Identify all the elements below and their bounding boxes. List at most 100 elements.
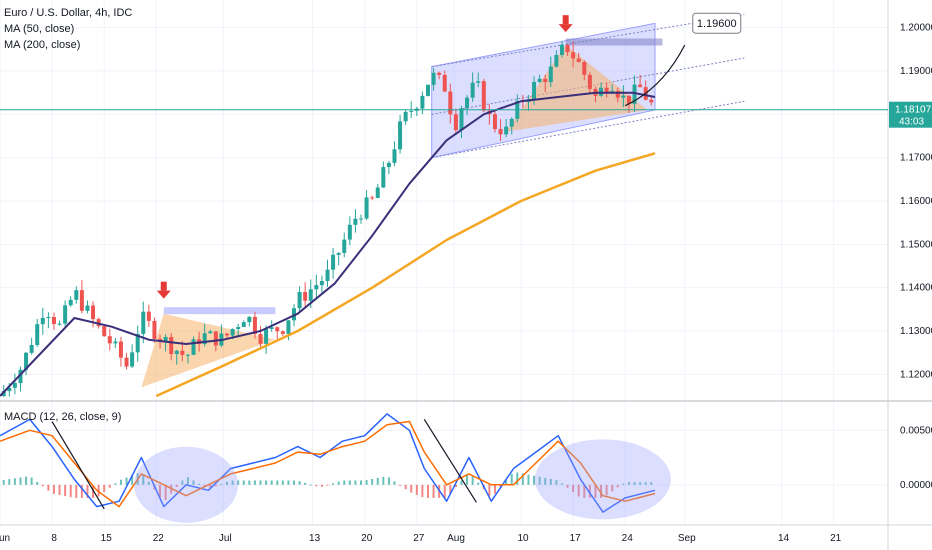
candle-body — [375, 187, 380, 198]
candle-body — [135, 333, 140, 353]
candle-body — [453, 114, 458, 131]
macd-histogram-bar — [399, 484, 402, 486]
macd-histogram-bar — [633, 482, 636, 485]
candle-body — [236, 327, 241, 330]
candle-body — [582, 61, 587, 75]
macd-histogram-bar — [220, 484, 223, 486]
macd-histogram-bar — [181, 480, 184, 485]
time-tick-label: 13 — [309, 533, 321, 544]
macd-histogram-bar — [125, 477, 128, 485]
target-label: 1.19600 — [697, 18, 737, 30]
candle-body — [548, 66, 553, 83]
macd-histogram-bar — [281, 480, 284, 485]
candle-body — [297, 292, 302, 309]
legend-macd: MACD (12, 26, close, 9) — [4, 411, 122, 423]
macd-histogram-bar — [320, 484, 323, 487]
candle-body — [280, 331, 285, 334]
axes: 1.200001.190001.180001.170001.160001.150… — [0, 23, 932, 544]
macd-histogram-bar — [527, 474, 530, 485]
macd-histogram-bar — [69, 484, 72, 498]
macd-histogram-bar — [516, 472, 519, 485]
price-tick-label: 1.13000 — [900, 326, 932, 337]
candle-body — [492, 114, 497, 130]
macd-histogram-bar — [600, 484, 603, 498]
time-tick-label: 27 — [413, 533, 425, 544]
macd-histogram-bar — [270, 480, 273, 485]
time-tick-label: 22 — [153, 533, 165, 544]
candle-body — [113, 341, 118, 344]
candle-body — [29, 344, 34, 353]
macd-histogram-bar — [466, 473, 469, 485]
macd-histogram-bar — [449, 484, 452, 494]
macd-histogram-bar — [454, 484, 457, 487]
candle-body — [258, 333, 263, 344]
target-label-box — [692, 12, 742, 34]
candle-body — [24, 352, 29, 370]
macd-histogram-bar — [343, 480, 346, 485]
time-tick-label: 10 — [517, 533, 529, 544]
channel-extension-upper — [431, 14, 745, 68]
projection-arrow — [624, 44, 686, 107]
macd-histogram-bar — [75, 484, 78, 498]
candle-body — [336, 252, 341, 255]
macd-histogram-bar — [64, 484, 67, 497]
time-tick-label: Jun — [0, 533, 10, 544]
macd-histogram-bar — [588, 484, 591, 498]
macd-histogram-bar — [354, 480, 357, 485]
macd-histogram-bar — [287, 480, 290, 485]
candle-body — [102, 326, 107, 337]
macd-histogram-bar — [510, 473, 513, 485]
time-tick-label: 8 — [51, 533, 57, 544]
candle-body — [35, 324, 40, 345]
macd-histogram-bar — [304, 482, 307, 485]
ma50-line — [0, 91, 656, 397]
macd-tick-label: 0.00000 — [900, 480, 932, 491]
candle-body — [57, 323, 62, 325]
candle-body — [146, 311, 151, 321]
candle-body — [543, 78, 548, 83]
candle-body — [74, 290, 79, 300]
macd-histogram-bar — [58, 484, 61, 495]
time-tick-label: 24 — [622, 533, 634, 544]
macd-histogram-bar — [410, 484, 413, 493]
candle-body — [241, 322, 246, 328]
candle-body — [420, 95, 425, 109]
time-tick-label: 14 — [778, 533, 790, 544]
macd-histogram-bar — [471, 476, 474, 485]
candle-body — [308, 289, 313, 301]
macd-histogram-bar — [25, 476, 28, 485]
macd-histogram-bar — [237, 480, 240, 485]
price-badge-value: 1.18107 — [895, 105, 932, 116]
candle-body — [437, 72, 442, 75]
candle-body — [163, 336, 168, 341]
macd-histogram-bar — [119, 479, 122, 485]
macd-histogram-bar — [639, 482, 642, 485]
candle-body — [174, 350, 179, 354]
macd-histogram-bar — [159, 484, 162, 498]
legend-title: Euro / U.S. Dollar, 4h, IDC — [4, 7, 133, 19]
candle-body — [532, 81, 537, 100]
time-tick-label: Jul — [219, 533, 232, 544]
macd-histogram-bar — [326, 484, 329, 486]
candle-body — [158, 338, 163, 341]
macd-histogram-bar — [80, 484, 83, 498]
time-tick-label: 17 — [570, 533, 582, 544]
candle-body — [537, 78, 542, 82]
macd-histogram-bar — [41, 484, 44, 487]
macd-histogram-bar — [594, 484, 597, 498]
macd-histogram-bar — [186, 477, 189, 485]
macd-histogram-bar — [30, 477, 33, 485]
candle-body — [319, 281, 324, 286]
macd-histogram-bar — [627, 482, 630, 485]
candle-body — [152, 320, 157, 339]
macd-histogram-bar — [198, 483, 201, 485]
price-tick-label: 1.19000 — [900, 66, 932, 77]
time-tick-label: 20 — [361, 533, 373, 544]
candle-body — [124, 357, 129, 367]
candle-body — [465, 97, 470, 109]
candle-body — [571, 52, 576, 59]
macd-histogram-bar — [376, 477, 379, 485]
